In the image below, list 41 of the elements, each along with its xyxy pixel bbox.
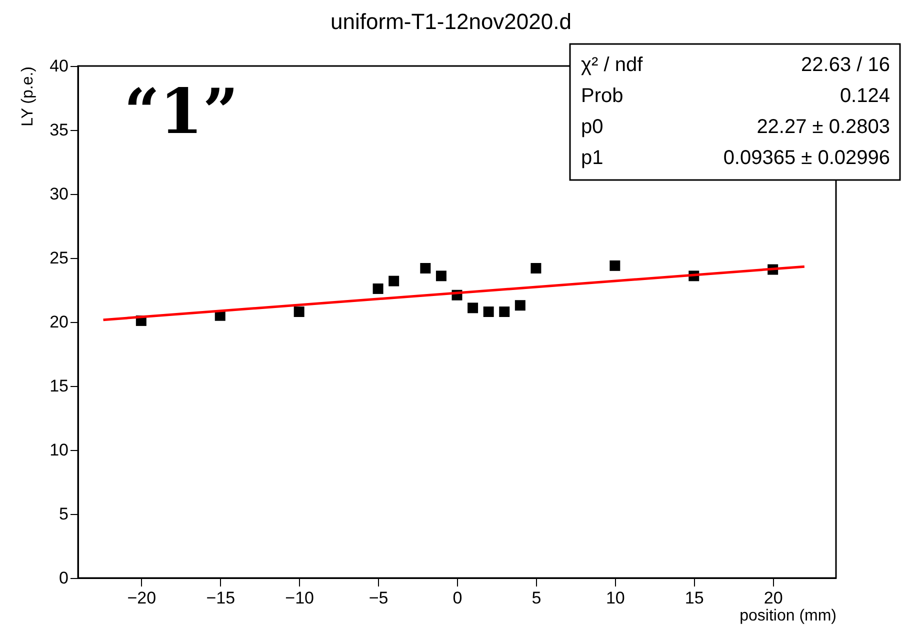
point	[388, 276, 400, 286]
point	[468, 302, 478, 314]
point	[436, 270, 446, 282]
x-tick-label: −10	[285, 588, 314, 608]
annotation: 22.27 ± 0.2803	[756, 116, 890, 138]
y-axis-title: LY (p.e.)	[20, 66, 37, 126]
y-tick-label: 40	[50, 56, 68, 76]
y-tick-label: 30	[50, 184, 68, 204]
y-tick-label: 0	[59, 568, 68, 588]
point	[499, 306, 510, 318]
annotation: χ² / ndf	[581, 54, 644, 76]
x-tick-label: −20	[127, 588, 156, 608]
x-tick-label: 15	[684, 588, 704, 608]
point	[514, 300, 526, 311]
annotation: 0.09365 ± 0.02996	[723, 147, 890, 169]
chart-title: uniform-T1-12nov2020.d	[330, 9, 572, 34]
y-tick-label: 15	[50, 376, 68, 396]
x-tick-label: 0	[452, 588, 462, 608]
annotation: “1”	[124, 75, 238, 148]
text: 0.124	[840, 85, 890, 107]
x-tick-label: −15	[206, 588, 236, 608]
y-tick-label: 5	[59, 504, 68, 524]
point	[294, 306, 304, 318]
point	[420, 262, 431, 274]
point	[610, 260, 620, 271]
x-tick-label: 5	[532, 588, 542, 608]
point	[372, 283, 384, 294]
x-tick-label: 20	[764, 588, 783, 608]
x-tick-label: 10	[606, 588, 625, 608]
annotation: Prob	[581, 85, 624, 107]
x-axis-title: position (mm)	[740, 608, 836, 624]
point	[483, 306, 494, 318]
annotation: p1	[581, 147, 604, 169]
y-tick-label: 25	[50, 248, 68, 268]
y-tick-label: 35	[50, 120, 68, 140]
y-tick-label: 20	[50, 312, 68, 332]
x-tick-label: −5	[368, 588, 388, 608]
y-tick-label: 10	[50, 440, 68, 460]
point	[530, 262, 542, 274]
annotation: 22.63 / 16	[801, 54, 890, 76]
annotation: p0	[581, 116, 604, 138]
